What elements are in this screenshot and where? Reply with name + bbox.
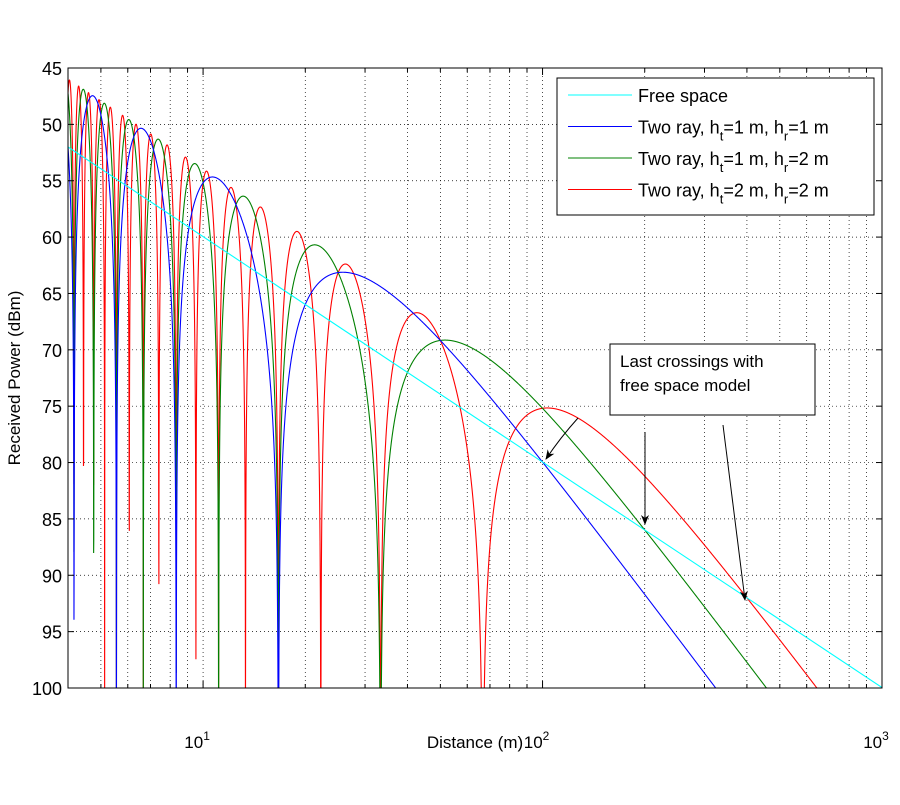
y-axis-label: Received Power (dBm)	[5, 291, 24, 466]
y-tick-label: 100	[32, 679, 62, 699]
y-tick-label: 80	[42, 454, 62, 474]
x-tick-label: 101	[184, 729, 210, 752]
y-tick-label: 65	[42, 284, 62, 304]
legend-entry: Two ray, ht=1 m, hr=1 m	[638, 118, 829, 144]
x-tick-label: 103	[863, 729, 889, 752]
series-line-ht1-hr2	[68, 88, 768, 688]
annotation-box	[609, 343, 816, 416]
annotation: Last crossings with free space model	[545, 343, 816, 601]
annotation-line-1: Last crossings with	[620, 352, 764, 371]
y-tick-label: 95	[42, 623, 62, 643]
y-tick-label: 90	[42, 566, 62, 586]
y-tick-label: 85	[42, 510, 62, 530]
ticks: 45 50 55 60 65 70 75 80 85 90 95 100 101 102 103	[32, 59, 889, 752]
series-line-ht1-hr1	[68, 95, 717, 688]
legend-entry: Two ray, ht=2 m, hr=2 m	[638, 181, 829, 207]
annotation-line-2: free space model	[620, 376, 750, 395]
y-tick-label: 45	[42, 59, 62, 79]
y-tick-label: 70	[42, 341, 62, 361]
y-tick-label: 60	[42, 228, 62, 248]
arrow-crossing-3	[722, 424, 748, 601]
y-tick-label: 75	[42, 397, 62, 417]
legend-box	[556, 77, 875, 216]
legend-entry: Two ray, ht=1 m, hr=2 m	[638, 149, 829, 175]
arrow-crossing-1	[545, 417, 579, 460]
y-tick-label: 50	[42, 115, 62, 135]
y-tick-label: 55	[42, 172, 62, 192]
legend-entry: Free space	[638, 86, 728, 106]
plot-frame	[67, 67, 883, 689]
legend: Free space Two ray, ht=1 m, hr=1 m Two ray…	[556, 77, 875, 216]
x-tick-label: 102	[524, 729, 550, 752]
x-axis-label: Distance (m)	[427, 733, 523, 752]
